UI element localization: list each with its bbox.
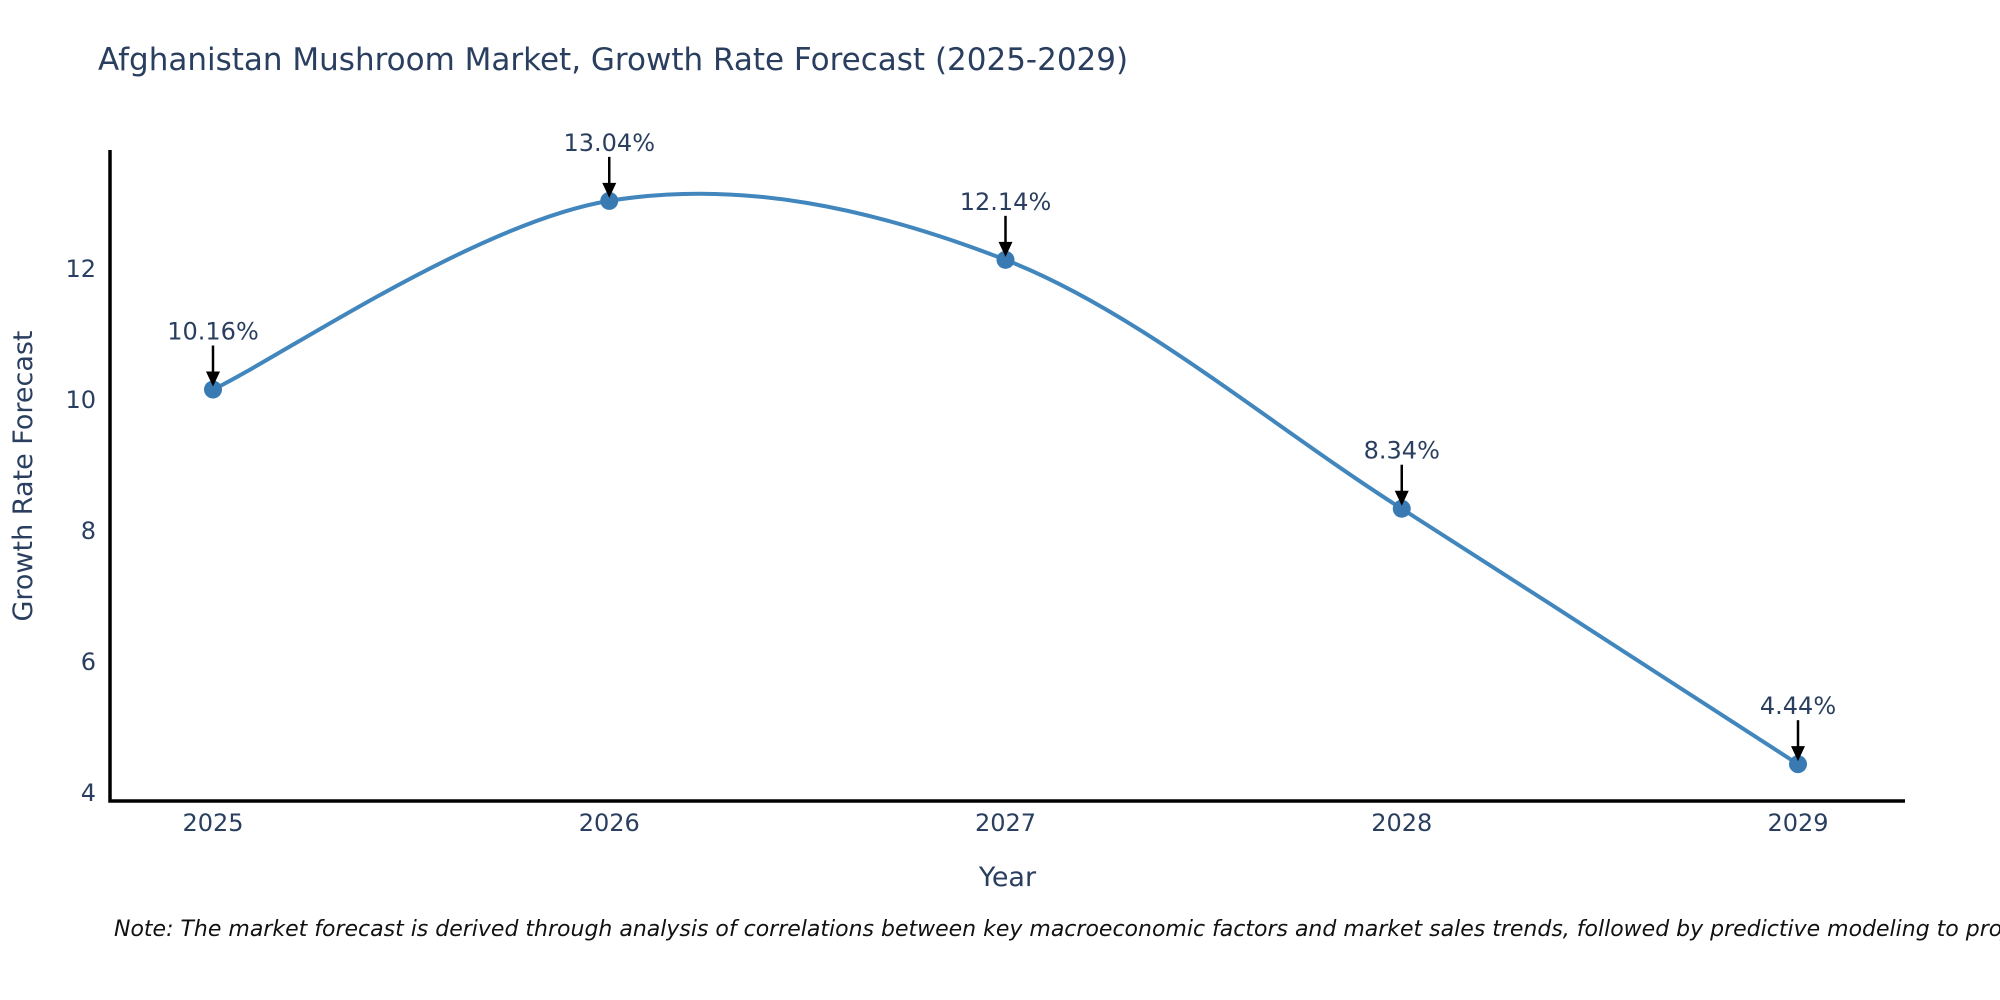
annotation-label: 13.04%: [563, 129, 655, 157]
y-axis-title: Growth Rate Forecast: [8, 330, 39, 621]
axis-lines: [108, 150, 1905, 803]
data-point: [1789, 755, 1807, 774]
series-line: [211, 191, 1800, 767]
chart-title: Afghanistan Mushroom Market, Growth Rate…: [98, 42, 1129, 78]
annotation-arrowhead: [602, 182, 617, 198]
y-tick-label: 12: [65, 255, 96, 283]
data-point: [996, 250, 1015, 269]
x-tick-label: 2029: [1767, 809, 1828, 837]
y-tick-label: 10: [65, 386, 96, 414]
data-point: [1392, 499, 1411, 518]
y-tick-label: 6: [81, 648, 96, 676]
x-tick-label: 2026: [579, 809, 640, 837]
annotation-arrowhead: [206, 371, 220, 387]
annotation-label: 12.14%: [960, 188, 1052, 216]
data-point: [600, 191, 619, 210]
data-point: [204, 380, 222, 399]
annotation-label: 10.16%: [167, 318, 259, 346]
annotation-label: 8.34%: [1364, 437, 1440, 465]
annotation-arrowhead: [998, 241, 1013, 257]
y-tick-label: 4: [81, 779, 96, 807]
footnote: Note: The market forecast is derived thr…: [114, 917, 2000, 942]
annotation-arrowhead: [1791, 746, 1805, 762]
x-tick-label: 2027: [975, 809, 1036, 837]
x-axis-title: Year: [978, 862, 1037, 893]
x-tick-label: 2025: [182, 809, 243, 837]
annotation-arrowhead: [1394, 490, 1409, 506]
y-tick-label: 8: [81, 517, 96, 545]
annotation-label: 4.44%: [1760, 692, 1836, 720]
x-tick-label: 2028: [1371, 809, 1432, 837]
